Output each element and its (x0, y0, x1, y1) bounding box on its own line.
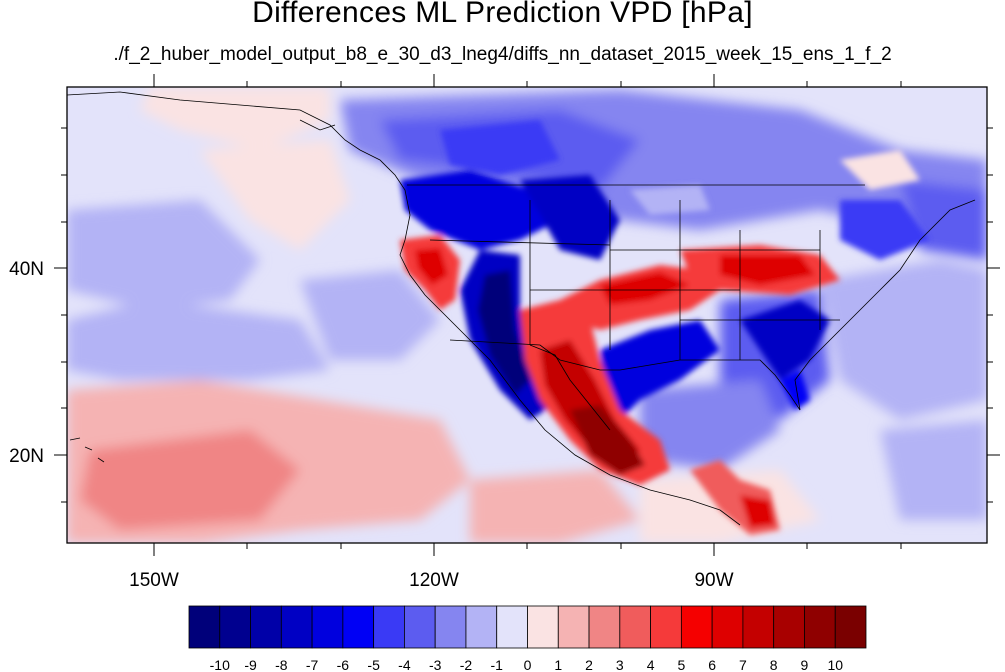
colorbar-swatch (650, 605, 682, 649)
colorbar-swatch (219, 605, 251, 649)
colorbar-label: -4 (398, 657, 411, 672)
colorbar-label: -1 (491, 657, 504, 672)
colorbar-swatch (404, 605, 436, 649)
map-title: Differences ML Prediction VPD [hPa] (252, 0, 753, 29)
colorbar-swatch (280, 605, 313, 649)
colorbar-swatch (465, 605, 498, 649)
colorbar-label: 8 (770, 657, 778, 672)
coastlines (67, 91, 976, 526)
colorbar-label: -3 (429, 657, 442, 672)
colorbar-swatch (188, 605, 221, 649)
colorbar-label: -9 (244, 657, 257, 672)
colorbar-label: -7 (306, 657, 319, 672)
colorbar-label: 9 (801, 657, 809, 672)
lat-label-40n: 40N (9, 259, 44, 280)
colorbar-swatch (373, 605, 405, 649)
colorbar-label: 10 (827, 657, 843, 672)
lon-label-150w: 150W (129, 570, 179, 591)
colorbar-label: 3 (616, 657, 624, 672)
map-plot-area (67, 87, 987, 543)
colorbar-swatch (250, 605, 282, 649)
colorbar-swatch (773, 605, 805, 649)
colorbar-label: -6 (337, 657, 350, 672)
colorbar-swatch (804, 605, 836, 649)
colorbar-swatch (680, 605, 713, 649)
colorbar-label: -10 (210, 657, 230, 672)
colorbar-swatch (527, 605, 559, 649)
colorbar-label: -8 (275, 657, 288, 672)
colorbar-label: 7 (739, 657, 747, 672)
colorbar-label: -2 (460, 657, 473, 672)
colorbar-swatch (557, 605, 590, 649)
colorbar-swatch (311, 605, 344, 649)
colorbar-swatch (711, 605, 744, 649)
colorbar-label: 4 (647, 657, 655, 672)
colorbar-swatch (619, 605, 651, 649)
lat-label-20n: 20N (9, 446, 44, 467)
colorbar-label: 2 (585, 657, 593, 672)
colorbar: -10 -9 -8 -7 -6 -5 -4 -3 -2 -1 0 1 2 3 4 5 6 7 8 9 10 (188, 605, 867, 672)
lon-label-120w: 120W (409, 570, 459, 591)
colorbar-swatch (496, 605, 528, 649)
map-subtitle: ./f_2_huber_model_output_b8_e_30_d3_lneg… (113, 44, 892, 65)
colorbar-label: 6 (708, 657, 716, 672)
colorbar-swatch (342, 605, 375, 649)
colorbar-swatch (588, 605, 621, 649)
colorbar-label: -5 (367, 657, 380, 672)
colorbar-swatch (834, 605, 867, 649)
colorbar-swatch (742, 605, 775, 649)
colorbar-label: 1 (554, 657, 562, 672)
lon-label-90w: 90W (694, 570, 733, 591)
colorbar-label: 0 (524, 657, 532, 672)
colorbar-label: 5 (677, 657, 685, 672)
axis-ticks (54, 74, 1000, 556)
colorbar-swatch (434, 605, 467, 649)
